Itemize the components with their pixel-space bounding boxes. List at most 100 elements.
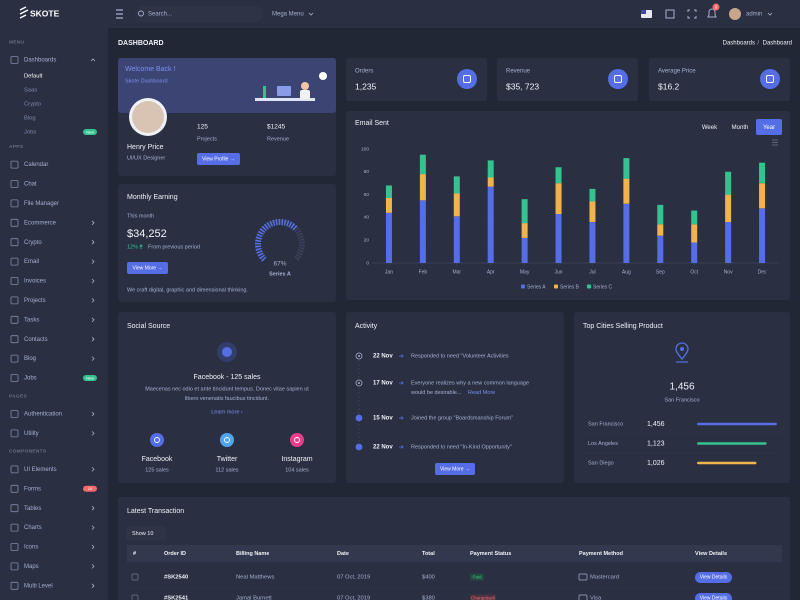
progress-bar — [697, 422, 777, 426]
social-source-glyph — [294, 437, 300, 443]
date: 07 Oct, 2019 — [337, 596, 370, 600]
y-tick-label: 80 — [364, 169, 370, 175]
menu-item[interactable]: Email — [24, 259, 39, 265]
select-label[interactable]: Show 10 — [132, 531, 153, 537]
column-header: Order ID — [164, 551, 186, 557]
bar-segment — [691, 210, 698, 225]
activity-arrow — [399, 445, 404, 449]
menu-icon — [10, 562, 19, 571]
bar-segment — [589, 221, 596, 263]
tab-active[interactable] — [756, 119, 782, 135]
breadcrumb[interactable]: Dashboards — [723, 41, 755, 47]
card — [118, 312, 336, 483]
submenu-item[interactable]: Blog — [24, 116, 36, 122]
button[interactable] — [127, 262, 168, 274]
user-name[interactable]: admin — [746, 12, 762, 18]
menu-item[interactable]: Blog — [24, 356, 36, 362]
chart-menu — [772, 139, 778, 146]
bar-segment — [725, 171, 732, 195]
period: This month — [127, 213, 154, 219]
menu-item[interactable]: Projects — [24, 298, 46, 304]
tab[interactable]: Year — [763, 125, 775, 131]
menu-item[interactable]: Contacts — [24, 337, 48, 343]
social-icon — [222, 347, 232, 357]
timeline-dot — [355, 443, 363, 451]
button[interactable] — [695, 593, 732, 600]
link[interactable]: Learn more › — [211, 409, 243, 415]
menu-item[interactable]: Maps — [24, 564, 39, 570]
menu-item[interactable]: Calendar — [24, 162, 48, 168]
bar-segment — [691, 242, 698, 263]
billing-name: Jamal Burnett — [236, 596, 272, 600]
link[interactable]: Read More — [468, 390, 495, 396]
menu-item[interactable]: Forms — [24, 486, 41, 492]
y-tick-label: 100 — [361, 146, 369, 152]
checkbox[interactable] — [131, 594, 139, 600]
menu-item[interactable]: Icons — [24, 545, 38, 551]
menu-item[interactable]: Authentication — [24, 412, 62, 418]
sidebar-heading: MENU — [9, 39, 25, 45]
button-label[interactable]: View More → — [440, 467, 470, 473]
button[interactable] — [435, 463, 475, 475]
activity-date: 15 Nov — [373, 416, 393, 422]
button-label[interactable]: View Profile → — [202, 157, 235, 163]
social-source-icon — [290, 433, 304, 447]
apps-icon[interactable] — [665, 9, 675, 19]
menu-icon — [10, 523, 19, 532]
search-box[interactable] — [135, 6, 263, 22]
menu-item[interactable]: UI Elements — [24, 467, 57, 473]
menu-item[interactable]: Chat — [24, 182, 37, 188]
card-title: Top Cities Selling Product — [583, 323, 663, 330]
menu-item[interactable]: Utility — [24, 431, 39, 437]
menu-item[interactable]: Tasks — [24, 317, 39, 323]
bar-segment — [555, 213, 562, 263]
menu-item[interactable]: Multi Level — [24, 583, 53, 589]
stat-label: Average Price — [658, 69, 696, 75]
button-label[interactable]: View More → — [133, 266, 163, 272]
activity-arrow — [399, 354, 404, 358]
city-value: 1,026 — [647, 460, 665, 467]
menu-item[interactable]: Crypto — [24, 240, 42, 246]
card-title: Activity — [355, 323, 378, 330]
button[interactable] — [695, 572, 732, 583]
menu-icon — [10, 315, 19, 324]
y-tick-label: 20 — [364, 237, 370, 243]
earning-amount: $34,252 — [127, 228, 167, 240]
social-headline: Facebook - 125 sales — [194, 374, 261, 381]
submenu-item[interactable]: Saas — [24, 88, 37, 94]
menu-icon — [10, 335, 19, 344]
chevron — [91, 525, 95, 530]
button-label[interactable]: View Details — [700, 575, 728, 581]
menu-item[interactable]: File Manager — [24, 201, 59, 207]
up-arrow — [139, 244, 143, 249]
menu-item[interactable]: Ecommerce — [24, 220, 57, 226]
activity-text: Responded to need "In-Kind Opportunity" — [411, 444, 512, 450]
menu-item[interactable]: Tables — [24, 506, 41, 512]
tab[interactable]: Week — [702, 125, 718, 131]
sidebar-heading: APPS — [9, 144, 24, 150]
submenu-item[interactable]: Default — [24, 74, 43, 80]
mega-menu[interactable]: Mega Menu — [272, 12, 304, 18]
menu-item[interactable]: Invoices — [24, 279, 46, 285]
menu-item[interactable]: Dashboards — [24, 58, 56, 64]
submenu-item[interactable]: Crypto — [24, 102, 41, 108]
top-city: San Francisco — [664, 397, 699, 403]
menu-item[interactable]: Charts — [24, 525, 42, 531]
button[interactable] — [197, 153, 240, 165]
flag-canton — [641, 10, 646, 14]
bar-segment — [419, 200, 426, 263]
checkbox[interactable] — [131, 573, 139, 581]
submenu-item[interactable]: Jobs — [24, 130, 36, 136]
profile-stat-value: $1245 — [267, 124, 285, 131]
social-name: Twitter — [217, 456, 238, 463]
progress-bar — [697, 461, 757, 465]
bar-segment — [759, 162, 766, 184]
timeline-dot-inner — [358, 355, 360, 357]
button-label[interactable]: View Details — [700, 596, 728, 600]
change-text: From previous period — [148, 244, 200, 250]
menu-item[interactable]: Jobs — [24, 376, 37, 382]
select[interactable] — [126, 526, 166, 541]
column-header: Billing Name — [236, 551, 269, 557]
card-title: Latest Transaction — [127, 508, 184, 515]
tab[interactable]: Month — [732, 125, 749, 131]
